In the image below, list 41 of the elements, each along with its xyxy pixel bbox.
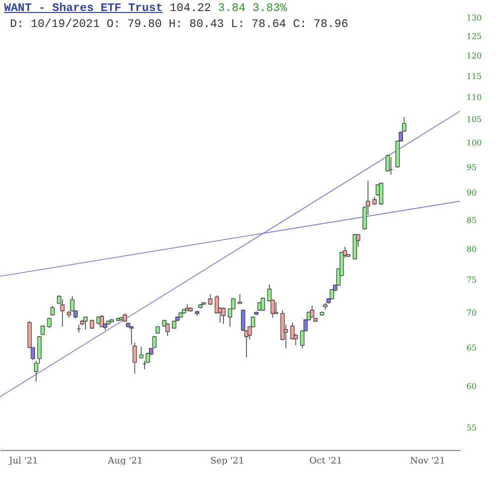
x-tick-label: Nov '21 — [410, 456, 446, 466]
y-tick-label: 120 — [466, 52, 482, 61]
candlestick — [388, 157, 394, 175]
y-tick-label: 110 — [466, 93, 482, 102]
y-tick-label: 130 — [466, 13, 482, 22]
y-tick-label: 125 — [466, 32, 482, 42]
candlestick — [208, 294, 212, 306]
chart-title: WANT - Shares ETF Trust — [4, 2, 163, 15]
candlestick — [379, 182, 384, 206]
text: D: 10/19/2021 O: 79.80 H: 80.43 L: 78.64 C: 78.96 — [10, 18, 348, 31]
x-tick-label: Sep '21 — [210, 456, 244, 466]
candlestick — [83, 316, 88, 330]
annotation: 3.84 3.83% — [216, 2, 287, 15]
candlestick — [100, 314, 104, 328]
y-tick-label: 55 — [466, 423, 477, 432]
candlestick — [60, 299, 65, 328]
candlestick — [310, 305, 314, 318]
candlestick — [47, 317, 52, 329]
y-tick-label: 70 — [466, 308, 477, 318]
candlestick — [139, 346, 144, 360]
y-tick-label: 105 — [466, 115, 482, 124]
annotation: 104.22 — [168, 2, 212, 15]
y-tick-label: 95 — [466, 162, 477, 172]
x-tick-label: Jul '21 — [8, 456, 38, 466]
y-tick-label: 60 — [466, 382, 477, 391]
candlestick — [132, 342, 137, 374]
y-tick-label: 80 — [466, 244, 477, 254]
candlestick — [386, 154, 390, 172]
candlestick — [260, 297, 265, 312]
y-tick-label: 90 — [466, 188, 477, 198]
candlestick — [165, 322, 170, 336]
y-tick-label: 100 — [466, 138, 482, 148]
y-tick-label: 85 — [466, 216, 477, 225]
y-tick-label: 65 — [466, 344, 477, 353]
candlestick — [274, 302, 278, 315]
candlestick — [129, 326, 134, 345]
x-tick-label: Oct '21 — [309, 456, 342, 466]
y-tick-label: 115 — [466, 72, 482, 81]
candlestick — [330, 288, 334, 300]
candlestick — [221, 307, 226, 324]
y-tick-label: 75 — [466, 276, 477, 285]
